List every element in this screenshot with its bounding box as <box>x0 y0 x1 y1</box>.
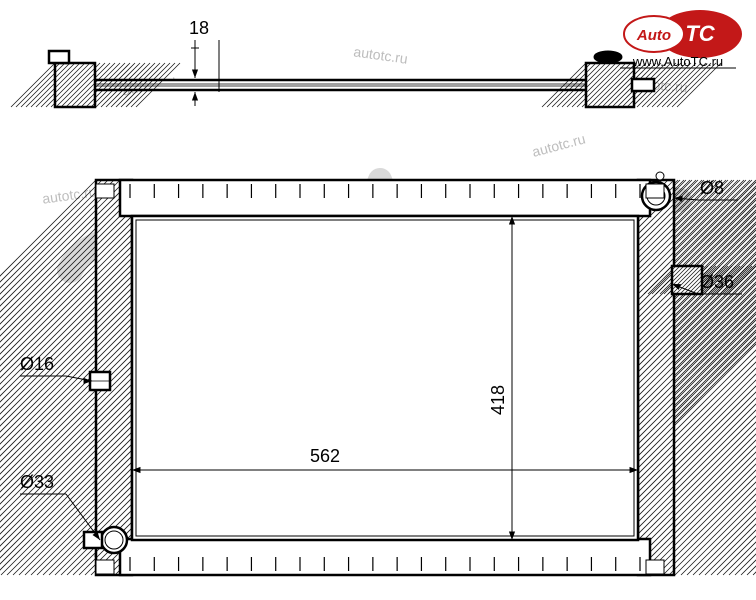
svg-text:autotc.ru: autotc.ru <box>530 130 587 160</box>
svg-text:autotc.ru: autotc.ru <box>353 43 409 66</box>
svg-text:TC: TC <box>685 21 715 46</box>
svg-text:Ø8: Ø8 <box>700 178 724 198</box>
svg-text:www.AutoTC.ru: www.AutoTC.ru <box>632 54 723 69</box>
svg-text:Auto: Auto <box>636 27 671 44</box>
svg-text:Ø16: Ø16 <box>20 354 54 374</box>
svg-text:418: 418 <box>488 385 508 415</box>
svg-text:562: 562 <box>310 446 340 466</box>
svg-text:Ø33: Ø33 <box>20 472 54 492</box>
svg-text:18: 18 <box>189 18 209 38</box>
svg-text:Ø36: Ø36 <box>700 272 734 292</box>
